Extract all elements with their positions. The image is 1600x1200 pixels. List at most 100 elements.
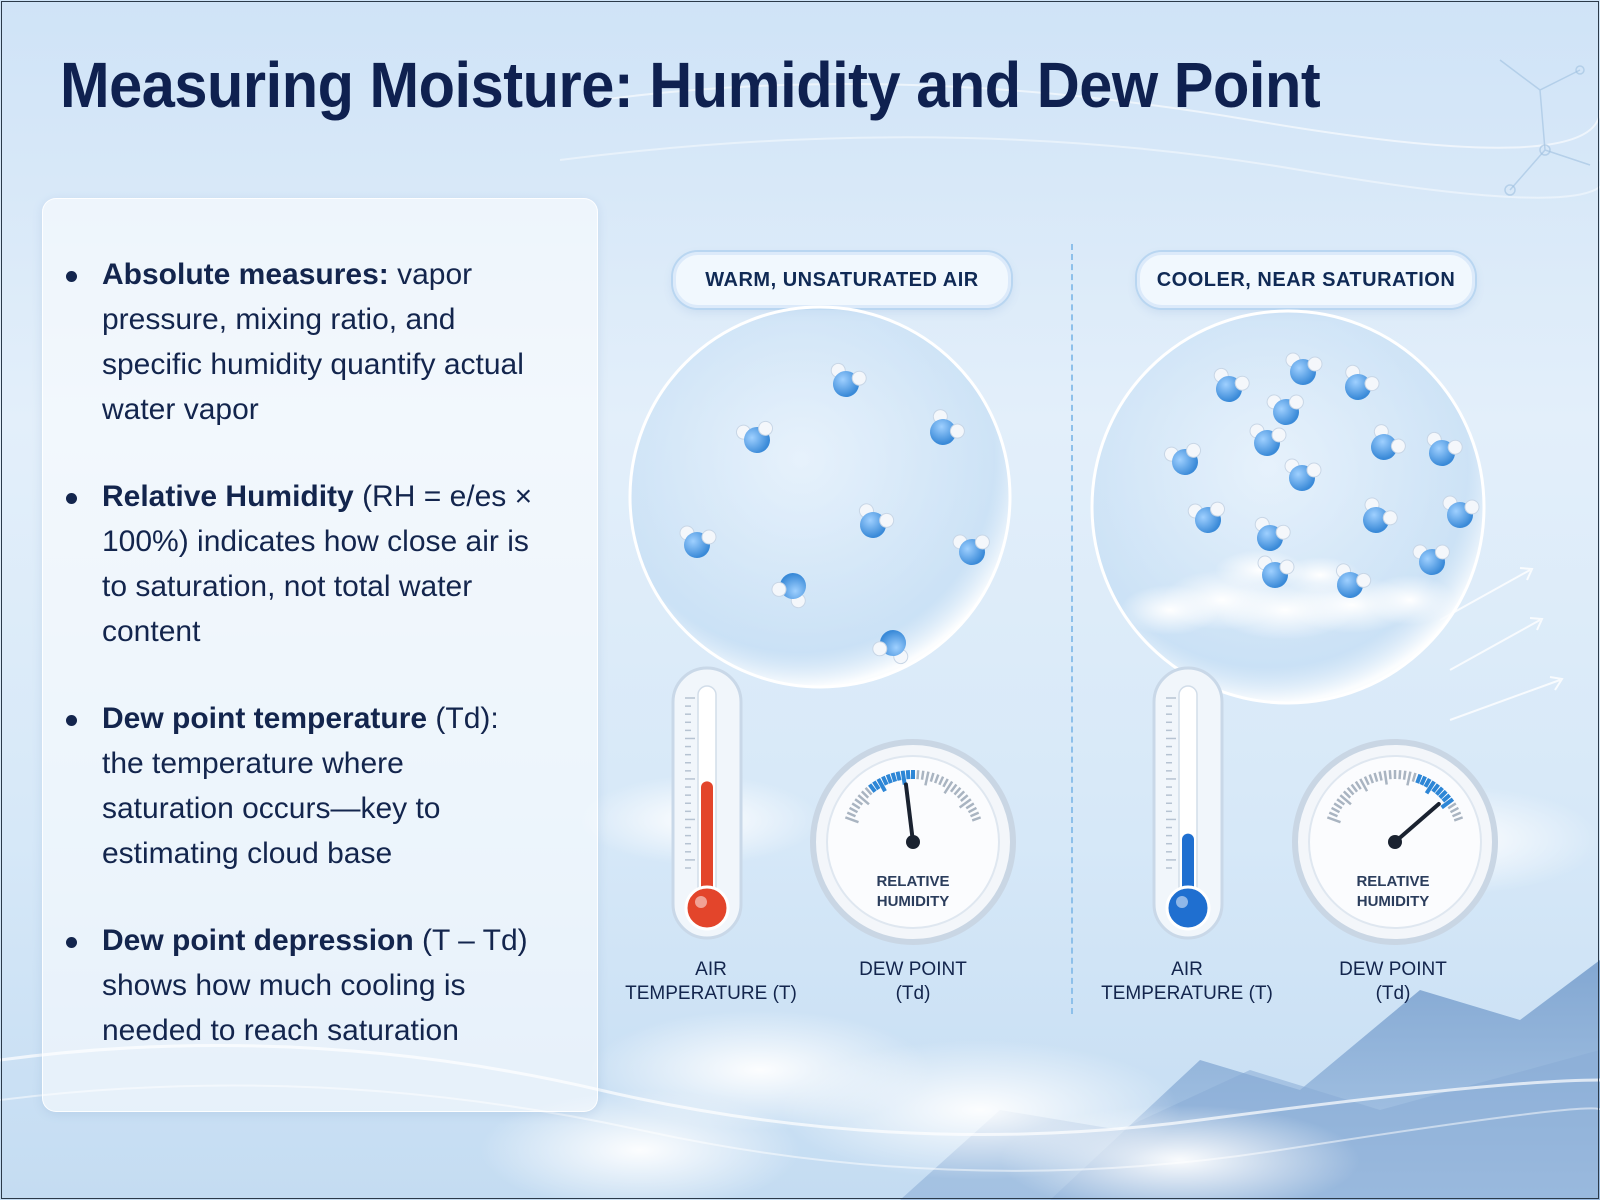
- water-molecule: [1363, 497, 1398, 533]
- water-molecule: [1257, 555, 1295, 588]
- gauge-tick: [1388, 770, 1392, 780]
- gauge-tick: [924, 771, 930, 786]
- bullet-text: vapor pressure, mixing ratio, and specif…: [102, 258, 524, 426]
- hydrogen-atom: [851, 370, 867, 386]
- gauge-tick: [960, 794, 969, 802]
- water-molecule: [1345, 364, 1380, 400]
- cloud-puff: [1365, 575, 1455, 625]
- hydrogen-atom: [701, 529, 717, 545]
- page-title: Measuring Moisture: Humidity and Dew Poi…: [60, 49, 1321, 121]
- water-molecule: [1285, 352, 1323, 385]
- water-molecule: [858, 503, 895, 538]
- gauge-tick: [844, 816, 859, 824]
- gauge-tick: [876, 777, 887, 793]
- water-molecule: [1412, 544, 1450, 575]
- gauge-tick: [1451, 811, 1462, 818]
- scene-label-cooler-near-saturation: COOLER, NEAR SATURATION: [1137, 252, 1475, 308]
- air-parcel-bubble: [628, 305, 1012, 689]
- oxygen-atom: [780, 573, 806, 599]
- warm-air-scene: [628, 305, 1016, 945]
- gauge-hub: [906, 835, 920, 849]
- bullet-relative-humidity: Relative Humidity (RH = e/es × 100%) ind…: [66, 474, 536, 654]
- gauge-tick: [1346, 786, 1355, 796]
- oxygen-atom: [1363, 507, 1389, 533]
- hydrogen-atom: [771, 581, 787, 597]
- hydrogen-atom: [1275, 524, 1291, 540]
- gauge-tick: [933, 774, 940, 784]
- gauge-text-left: RELATIVE HUMIDITY: [843, 872, 983, 912]
- gauge-tick: [938, 776, 945, 786]
- bullet-term: Relative Humidity: [102, 480, 354, 513]
- water-molecule: [1426, 431, 1463, 466]
- bullet-list: Absolute measures: vapor pressure, mixin…: [66, 252, 536, 1095]
- water-molecule: [1284, 458, 1322, 491]
- gauge-tick: [1411, 772, 1417, 782]
- gauge-tick: [1402, 770, 1407, 780]
- gauge-tick: [965, 802, 975, 810]
- bullet-dot: [66, 493, 77, 504]
- gauge-tick: [1350, 783, 1359, 793]
- gauge-tick: [1415, 773, 1423, 784]
- gauge-tick: [1330, 806, 1341, 814]
- gauge-tick: [854, 798, 864, 806]
- gauge-tick: [905, 770, 911, 780]
- bulb-highlight: [1176, 896, 1188, 908]
- gauge-tick: [1447, 802, 1457, 810]
- gauge-tick: [958, 798, 972, 809]
- thermometer-label-right: AIR TEMPERATURE (T): [1092, 958, 1282, 1006]
- hydrogen-atom: [1434, 544, 1450, 560]
- bullet-dot: [66, 937, 77, 948]
- hydrogen-atom: [1447, 439, 1463, 455]
- bullet-term: Dew point temperature: [102, 702, 428, 735]
- gauge-tick: [1449, 806, 1460, 814]
- bullet-term: Absolute measures:: [102, 258, 389, 291]
- humidity-gauge: [1292, 739, 1498, 945]
- bullet-text: (T – Td) shows how much cooling is neede…: [102, 924, 528, 1047]
- humidity-gauge: [810, 739, 1016, 945]
- gauge-tick: [929, 772, 935, 782]
- gauge-tick: [1438, 789, 1448, 800]
- water-molecule: [952, 534, 990, 565]
- gauge-tick: [1359, 778, 1369, 792]
- hydrogen-atom: [1356, 572, 1372, 588]
- oxygen-atom: [1371, 434, 1397, 460]
- gauge-tick: [864, 786, 873, 796]
- water-molecule: [930, 409, 965, 445]
- thermometer-fill: [701, 781, 713, 893]
- gauge-tick: [868, 783, 877, 793]
- gauge-needle: [1393, 801, 1441, 844]
- bullet-dot: [66, 271, 77, 282]
- label-line: DEW POINT: [859, 959, 967, 980]
- thermometer-bulb: [1165, 885, 1211, 931]
- thermometer-label-left: AIR TEMPERATURE (T): [616, 958, 806, 1006]
- hydrogen-atom: [949, 423, 965, 439]
- hydrogen-atom: [1271, 427, 1287, 443]
- gauge-tick: [881, 775, 889, 786]
- hydrogen-atom: [1306, 462, 1322, 478]
- gauge-text-line: RELATIVE: [1356, 873, 1430, 890]
- thermometer: [671, 666, 743, 940]
- scene-label-warm-unsaturated: WARM, UNSATURATED AIR: [673, 252, 1011, 308]
- water-molecule: [771, 573, 806, 609]
- thermometer: [1152, 666, 1224, 940]
- hydrogen-atom: [1186, 442, 1202, 458]
- label-line: AIR: [1171, 959, 1203, 980]
- water-molecule: [1213, 367, 1250, 402]
- label-line: TEMPERATURE (T): [1101, 983, 1273, 1004]
- hydrogen-atom: [974, 534, 990, 550]
- hydrogen-atom: [1288, 394, 1304, 410]
- water-molecule: [830, 362, 867, 397]
- gauge-tick: [1326, 816, 1341, 824]
- gauge-tick: [1339, 794, 1352, 806]
- gauge-tick: [1424, 780, 1436, 795]
- water-molecule: [1266, 394, 1304, 425]
- hydrogen-atom: [1364, 376, 1380, 392]
- bullet-dew-point-depression: Dew point depression (T – Td) shows how …: [66, 918, 536, 1053]
- bullet-text: (RH = e/es × 100%) indicates how close a…: [102, 480, 533, 648]
- hydrogen-atom: [872, 641, 888, 657]
- bullet-panel: [42, 198, 598, 1112]
- oxygen-atom: [930, 419, 956, 445]
- gauge-tick: [860, 790, 870, 799]
- water-molecule: [1371, 424, 1406, 460]
- dew-point-label-right: DEW POINT (Td): [1323, 958, 1463, 1006]
